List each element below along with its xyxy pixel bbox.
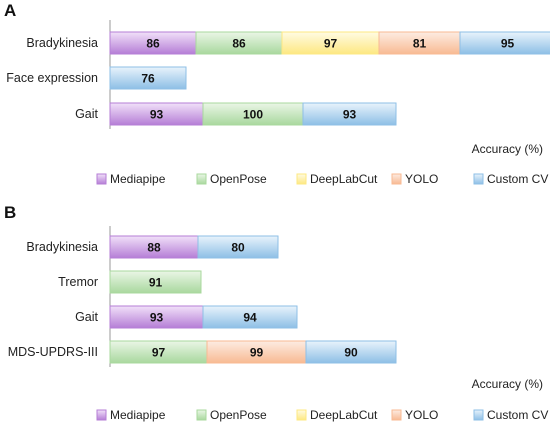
legend-label-openpose: OpenPose (210, 172, 267, 186)
category-label-gait: Gait (75, 107, 98, 121)
category-label-tremor: Tremor (58, 275, 98, 289)
bar-value-label: 97 (152, 346, 166, 360)
legend-swatch-deeplabcut (296, 409, 307, 421)
bar-value-label: 93 (150, 311, 164, 325)
panel-b: B Bradykinesia 88 80 Tremor 91 Gait 93 94 MDS-UPD… (4, 203, 548, 422)
legend-swatch-yolo (391, 409, 402, 421)
panel-a: A Bradykinesia 86 86 97 81 95 Face expression 76… (4, 1, 550, 186)
bar-value-label: 97 (324, 37, 338, 51)
legend-swatch-custom-cv (473, 409, 484, 421)
legend-label-mediapipe: Mediapipe (110, 408, 166, 422)
legend-label-yolo: YOLO (405, 408, 438, 422)
category-label-bradykinesia: Bradykinesia (26, 36, 98, 50)
legend-label-custom-cv: Custom CV (487, 172, 548, 186)
bar-value-label: 91 (149, 276, 163, 290)
bar-face-expression-custom-cv (109, 66, 187, 90)
bar-bradykinesia-custom-cv (459, 31, 550, 55)
bar-value-label: 86 (232, 37, 246, 51)
bar-value-label: 95 (501, 37, 515, 51)
legend-label-custom-cv: Custom CV (487, 408, 548, 422)
bar-gait-custom-cv (302, 102, 397, 126)
legend: Mediapipe OpenPose DeepLabCut YOLO Custom CV (96, 172, 548, 186)
x-axis-label: Accuracy (%) (472, 377, 543, 391)
bar-value-label: 90 (344, 346, 358, 360)
legend-swatch-mediapipe (96, 173, 107, 185)
category-label-face-expression: Face expression (6, 71, 98, 85)
category-label-gait: Gait (75, 310, 98, 324)
category-label-bradykinesia: Bradykinesia (26, 240, 98, 254)
bar-value-label: 88 (147, 241, 161, 255)
bar-value-label: 93 (150, 108, 164, 122)
category-label-mds-updrs-iii: MDS-UPDRS-III (8, 345, 98, 359)
bar-value-label: 80 (231, 241, 245, 255)
panel-letter: B (4, 203, 16, 222)
legend-label-openpose: OpenPose (210, 408, 267, 422)
legend-swatch-yolo (391, 173, 402, 185)
bar-value-label: 100 (243, 108, 263, 122)
bar-value-label: 93 (343, 108, 357, 122)
bar-gait-custom-cv (202, 305, 298, 329)
legend-label-mediapipe: Mediapipe (110, 172, 166, 186)
legend-label-yolo: YOLO (405, 172, 438, 186)
legend-label-deeplabcut: DeepLabCut (310, 408, 378, 422)
bar-value-label: 94 (243, 311, 257, 325)
bar-mds-updrs-iii-custom-cv (305, 340, 397, 364)
legend-swatch-deeplabcut (296, 173, 307, 185)
bar-value-label: 99 (250, 346, 264, 360)
bar-value-label: 86 (146, 37, 160, 51)
legend: Mediapipe OpenPose DeepLabCut YOLO Custom CV (96, 408, 548, 422)
legend-swatch-mediapipe (96, 409, 107, 421)
bar-value-label: 81 (413, 37, 427, 51)
x-axis-label: Accuracy (%) (472, 142, 543, 156)
bar-bradykinesia-custom-cv (197, 235, 279, 259)
legend-swatch-openpose (196, 409, 207, 421)
legend-label-deeplabcut: DeepLabCut (310, 172, 378, 186)
panel-letter: A (4, 1, 16, 20)
legend-swatch-custom-cv (473, 173, 484, 185)
bar-value-label: 76 (141, 72, 155, 86)
bar-tremor-openpose (109, 270, 202, 294)
legend-swatch-openpose (196, 173, 207, 185)
